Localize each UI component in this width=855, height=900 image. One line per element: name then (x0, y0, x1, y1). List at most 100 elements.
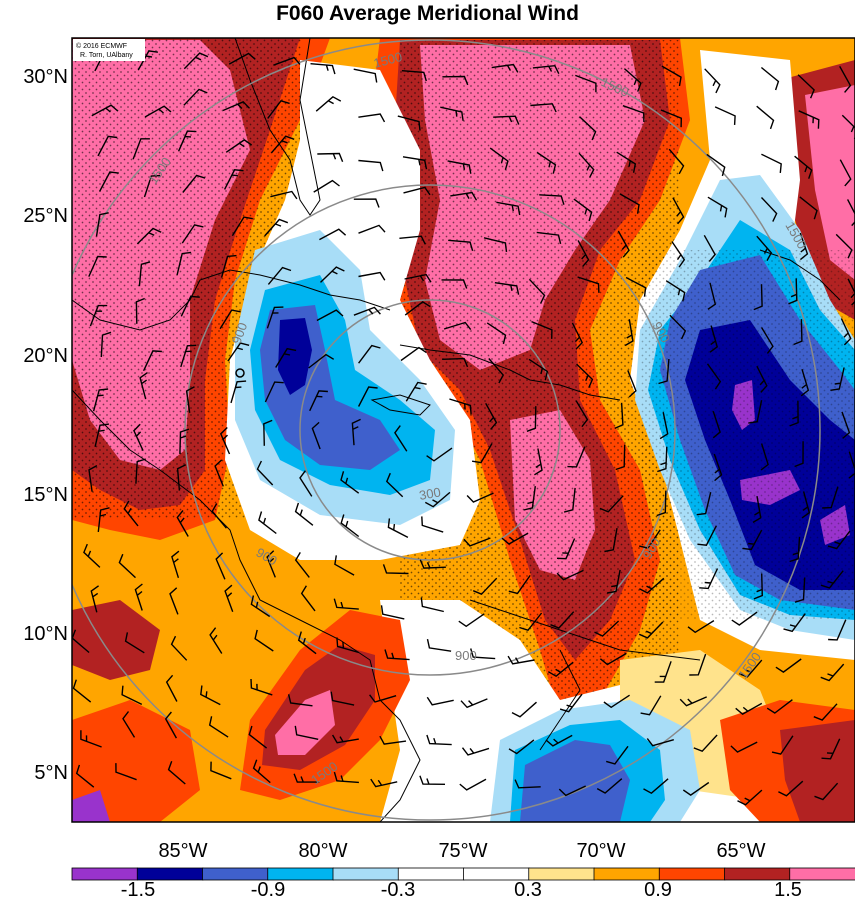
wind-barb (317, 152, 344, 163)
plot-frame (71, 37, 855, 823)
wind-barb (97, 507, 110, 532)
wind-barb (507, 655, 535, 665)
wind-barb (310, 63, 336, 75)
wind-barb (619, 193, 640, 214)
wind-barb (761, 153, 782, 173)
wind-barb (556, 538, 576, 560)
wind-barb (820, 663, 845, 682)
wind-barb (319, 228, 347, 241)
wind-barb (617, 230, 630, 258)
wind-barb (308, 353, 335, 369)
wind-barb (483, 237, 508, 252)
wind-barb (760, 443, 769, 471)
wind-barb (794, 155, 813, 179)
wind-barb (165, 674, 178, 702)
wind-barb (828, 619, 847, 641)
wind-barb (334, 555, 355, 576)
wind-barb (846, 199, 855, 227)
wind-barb (577, 240, 590, 268)
wind-barb (573, 198, 593, 222)
wind-barb (501, 532, 529, 545)
wind-barb (472, 577, 498, 596)
wind-barb (397, 115, 421, 131)
wind-barb (180, 344, 197, 368)
colorbar (71, 867, 855, 881)
wind-barb (756, 105, 775, 130)
wind-barb (333, 598, 359, 610)
wind-barb (179, 428, 190, 455)
wind-barb (771, 735, 794, 755)
contour-labels: 1500 900 300 900 900 1500 1500 1500 900 … (145, 49, 810, 788)
wind-barb (646, 738, 674, 747)
wind-barb (401, 70, 427, 82)
credit-line-1: © 2016 ECMWF (76, 42, 127, 50)
wind-barb (300, 585, 316, 612)
wind-barb (839, 65, 852, 93)
wind-barb (622, 105, 645, 123)
wind-barb (385, 472, 404, 498)
wind-barb (115, 763, 137, 781)
wind-barb (523, 486, 536, 511)
wind-barb (382, 564, 409, 575)
wind-barb (466, 492, 494, 503)
wind-barb (92, 388, 109, 412)
wind-barb (814, 782, 839, 801)
wind-barb (224, 584, 234, 613)
wind-barb (556, 569, 584, 581)
wind-barb (448, 239, 474, 251)
wind-barb (270, 190, 298, 200)
wind-barb (299, 470, 313, 497)
wind-barb (687, 620, 715, 634)
positive-region-southwest-corner (72, 700, 200, 822)
wind-barb (248, 725, 268, 749)
wind-barb (738, 659, 763, 678)
wind-barb (164, 711, 178, 739)
wind-barb (252, 759, 271, 784)
wind-barb (358, 224, 386, 234)
wind-barb (458, 613, 485, 628)
wind-barb (508, 574, 531, 595)
range-ring-300 (299, 299, 561, 561)
lat-label-5n: 5°N (34, 762, 68, 784)
wind-barb (511, 701, 537, 718)
wind-barb (707, 196, 728, 218)
wind-barb (250, 678, 273, 696)
wind-barb (264, 218, 289, 237)
wind-barb (697, 525, 718, 546)
wind-barb (181, 224, 204, 244)
wind-barb (380, 605, 405, 620)
colorbar-label: 1.5 (774, 879, 802, 900)
wind-barb (799, 196, 818, 220)
strong-positive-region-southwest (275, 690, 335, 755)
wind-barb (672, 197, 685, 225)
wind-barb (539, 194, 565, 205)
wind-barb (623, 68, 642, 92)
wind-barb (639, 577, 665, 594)
wind-barb (426, 447, 453, 462)
wind-barb (528, 358, 549, 381)
wind-barb (94, 423, 109, 447)
wind-barb (353, 306, 381, 316)
wind-barb (315, 95, 342, 112)
wind-barb (706, 153, 726, 177)
wind-barb (714, 106, 736, 125)
wind-barb (80, 730, 102, 748)
wind-barb (742, 529, 763, 551)
wind-barb (460, 698, 488, 709)
wind-barb (596, 778, 623, 794)
wind-barb (699, 568, 719, 590)
wind-barb (185, 386, 195, 413)
wind-barb (841, 114, 855, 140)
wind-barb (405, 381, 427, 402)
strong-positive-region-northeast (805, 85, 855, 280)
colorbar-label: -0.9 (251, 879, 285, 900)
wind-barb (668, 148, 685, 175)
wind-barb (463, 537, 491, 547)
wind-barb (578, 152, 595, 178)
wind-barb (640, 695, 662, 716)
wind-barb (693, 734, 718, 753)
wind-barb (577, 276, 600, 293)
wind-barb (599, 495, 624, 513)
wind-barb (822, 486, 839, 509)
wind-barb (459, 778, 487, 791)
